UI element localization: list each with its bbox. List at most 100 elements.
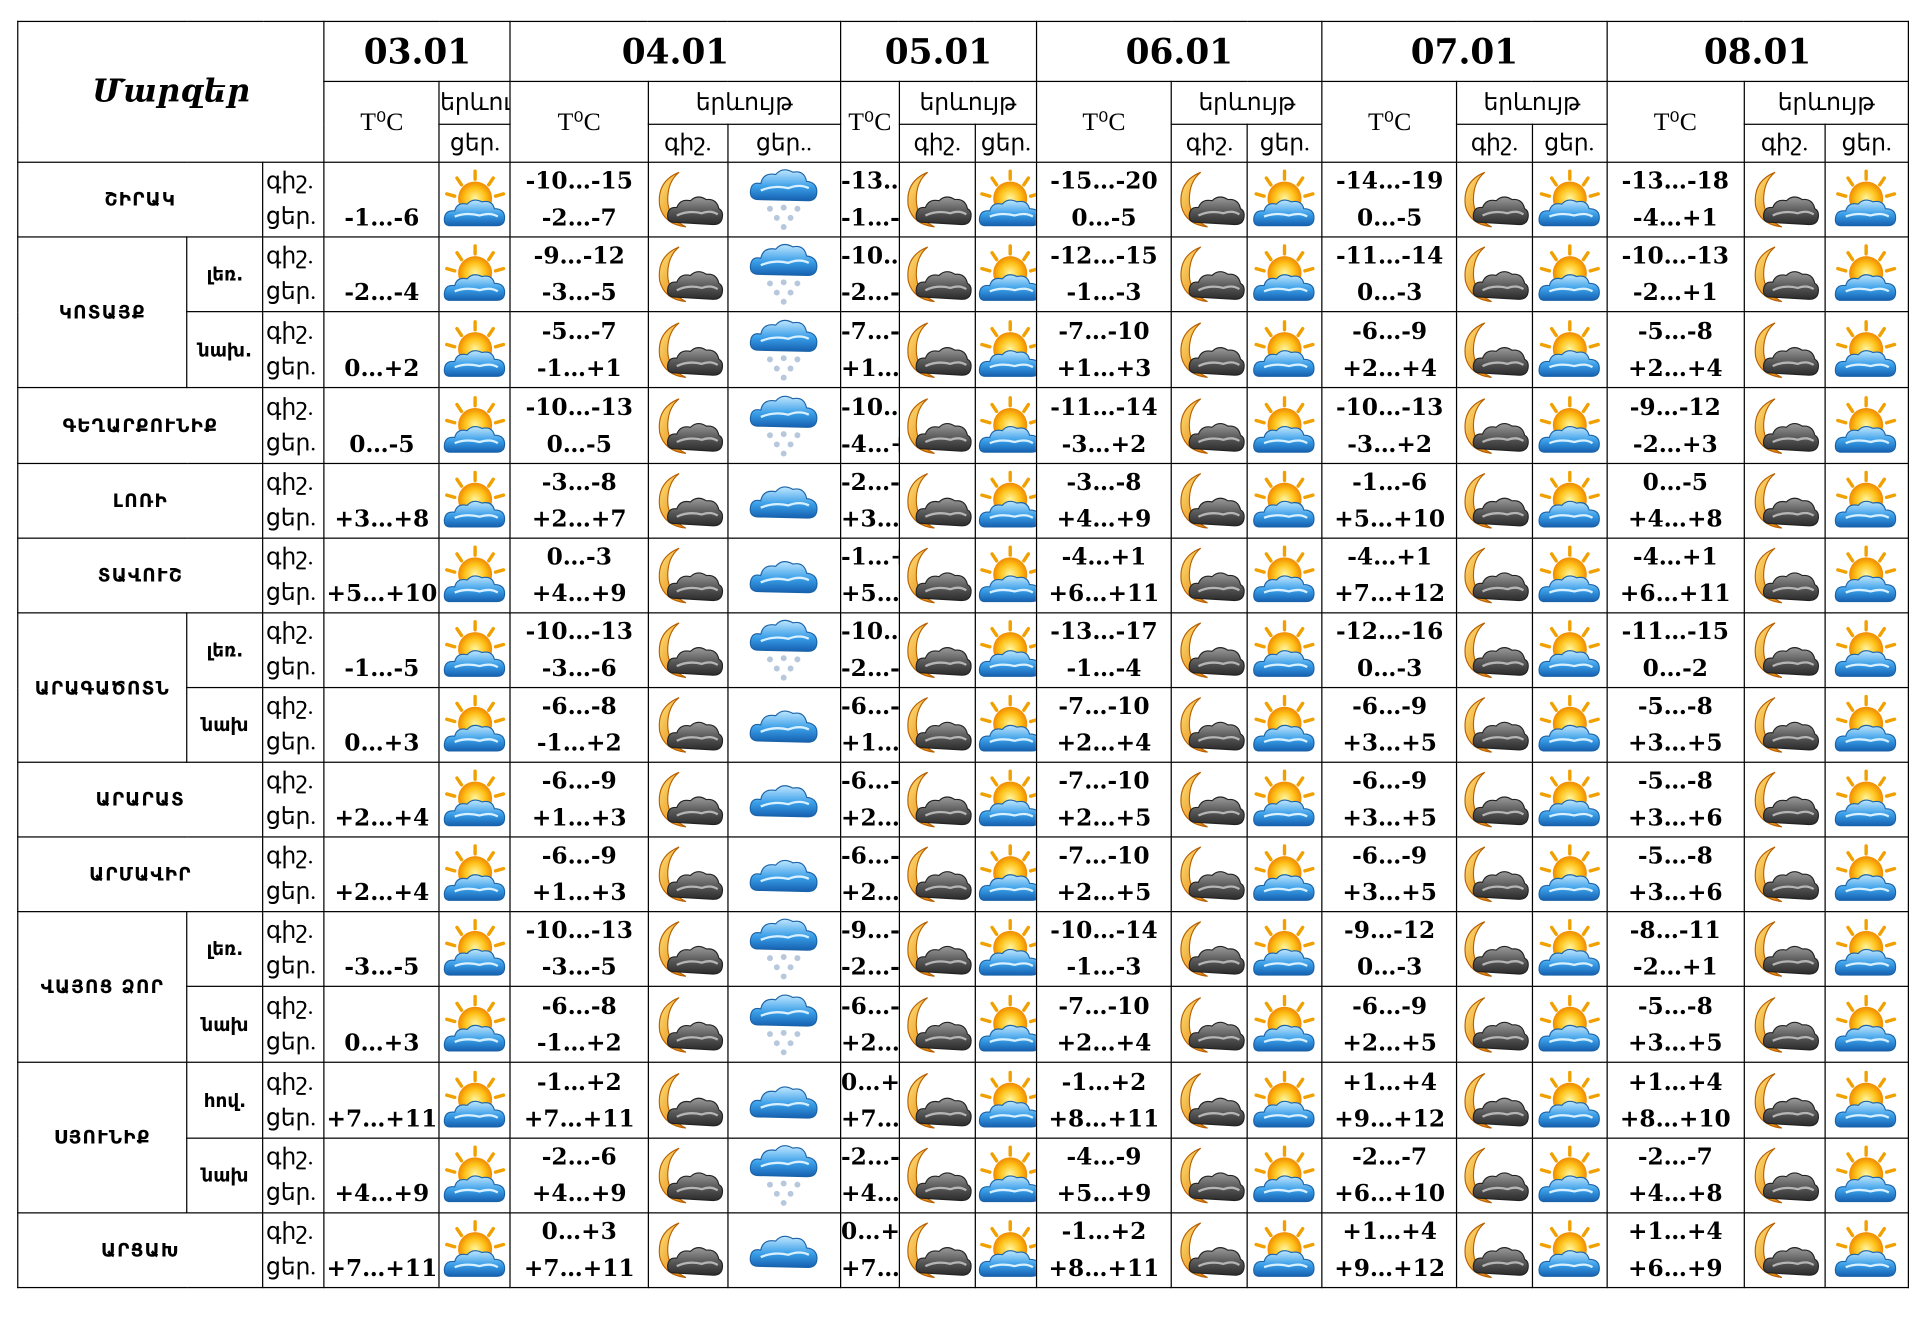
night-label: գիշ.: [266, 394, 314, 421]
night-temperature: +1…+4: [1342, 1218, 1437, 1246]
day-label: ցեր.: [266, 204, 317, 231]
sun-cloud-icon: [1824, 686, 1909, 763]
moon-cloud-icon: [647, 537, 729, 614]
snow-cloud-icon: [726, 386, 842, 465]
temperature-cell: +3…+8: [323, 462, 441, 539]
night-temperature: [325, 614, 438, 650]
night-temperature: [325, 1214, 438, 1250]
night-label: գիշ.: [266, 470, 314, 496]
temperature-cell: -10…-13 -4…+1: [839, 386, 900, 465]
day-temperature: +2…+5: [1056, 804, 1152, 832]
night-temperature: [325, 163, 438, 199]
day-temperature: 0…+3: [344, 729, 420, 757]
night-temperature: -6…-9: [841, 767, 898, 795]
night-temperature: -12…-16: [1335, 618, 1444, 646]
moon-cloud-icon: [1170, 386, 1249, 465]
night-temperature: -6…-9: [841, 992, 898, 1020]
time-of-day-label: գիշ. ցեր.: [262, 311, 325, 389]
subregion-name: նախ: [186, 686, 264, 763]
day-temperature: +2…+4: [841, 1029, 899, 1057]
day-temperature: +4…+9: [531, 580, 627, 608]
temperature-cell: +4…+9: [323, 1137, 441, 1214]
day-temperature: +6…+10: [1334, 1180, 1446, 1208]
date-header: 08.01: [1606, 20, 1909, 83]
day-temperature: +7…+10: [841, 1105, 899, 1133]
temperature-cell: 0…+3: [323, 686, 441, 763]
sun-cloud-icon: [1246, 311, 1323, 389]
temperature-cell: -9…-12 -2…+3: [1606, 386, 1745, 465]
moon-cloud-icon: [898, 537, 976, 614]
sun-cloud-icon: [1824, 761, 1909, 838]
time-of-day-label: գիշ. ցեր.: [262, 911, 325, 987]
day-temperature: +7…+11: [326, 1255, 438, 1283]
sun-cloud-icon: [438, 612, 512, 689]
temperature-cell: 0…-5 +4…+8: [1606, 462, 1745, 539]
night-temperature: -7…-10: [1058, 992, 1150, 1020]
sun-cloud-icon: [1531, 462, 1608, 539]
day-temperature: +2…+4: [334, 804, 430, 832]
night-temperature: -7…-10: [1058, 317, 1150, 345]
region-name: ԳԵՂԱՐՔՈՒՆԻՔ: [17, 386, 264, 465]
night-temperature: -4…+1: [1347, 543, 1433, 571]
night-temperature: -5…-7: [541, 317, 617, 345]
temperature-cell: -9…-12 -3…-5: [509, 236, 649, 313]
moon-cloud-icon: [1743, 911, 1826, 987]
time-of-day-label: գիշ. ցեր.: [262, 1061, 325, 1139]
night-temperature: -1…+2: [1061, 1068, 1147, 1096]
sun-cloud-icon: [438, 462, 512, 539]
day-label: ցեր.: [266, 354, 317, 381]
day-temperature: -2…-4: [344, 279, 420, 307]
temperature-cell: -5…-8 +2…+4: [1606, 311, 1745, 389]
moon-cloud-icon: [647, 386, 729, 465]
day-label: ցեր.: [266, 1180, 317, 1207]
temperature-cell: -1…+2 +8…+11: [1035, 1212, 1173, 1289]
day-temperature: +6…+9: [1627, 1255, 1723, 1283]
sun-cloud-icon: [1531, 686, 1608, 763]
moon-cloud-icon: [1456, 462, 1533, 539]
night-temperature: [325, 763, 438, 799]
sun-cloud-icon: [1531, 1212, 1608, 1289]
snow-cloud-icon: [726, 236, 842, 313]
temperature-cell: -5…-7 -1…+1: [509, 311, 649, 389]
night-subheader: գիշ.: [898, 123, 976, 163]
night-temperature: -5…-8: [1637, 693, 1713, 721]
sun-cloud-icon: [1531, 311, 1608, 389]
day-temperature: -2…-4: [841, 953, 898, 981]
night-temperature: -9…-12: [841, 917, 898, 945]
night-temperature: [325, 838, 438, 874]
day-temperature: -1…+2: [536, 729, 622, 757]
night-temperature: [325, 539, 438, 575]
sun-cloud-icon: [1531, 386, 1608, 465]
day-temperature: +2…+7: [531, 505, 627, 533]
time-of-day-label: գիշ. ցեր.: [262, 612, 325, 689]
day-temperature: +2…+4: [841, 804, 899, 832]
moon-cloud-icon: [1170, 537, 1249, 614]
temperature-cell: -2…-7 +4…+8: [839, 1137, 900, 1214]
moon-cloud-icon: [1170, 236, 1249, 313]
moon-cloud-icon: [647, 462, 729, 539]
phenomenon-header: երևույթ: [1170, 80, 1323, 125]
sun-cloud-icon: [974, 686, 1038, 763]
temperature-cell: -1…-5: [323, 612, 441, 689]
temperature-cell: -2…-7 +6…+10: [1321, 1137, 1458, 1214]
day-temperature: -2…+3: [1632, 430, 1718, 458]
day-temperature: -3…+2: [1061, 430, 1147, 458]
day-temperature: +4…+9: [334, 1180, 430, 1208]
night-label: գիշ.: [266, 168, 314, 195]
night-temperature: -12…-15: [1050, 242, 1158, 270]
day-temperature: +5…+10: [1334, 505, 1446, 533]
night-temperature: -10…-13: [525, 393, 633, 421]
night-temperature: -2…-7: [841, 1143, 898, 1171]
night-temperature: -5…-8: [1637, 992, 1713, 1020]
sun-cloud-icon: [1824, 311, 1909, 389]
night-temperature: -10…-13: [1621, 242, 1729, 270]
night-label: գիշ.: [266, 243, 314, 270]
snow-cloud-icon: [726, 911, 842, 987]
sun-cloud-icon: [438, 686, 512, 763]
snow-cloud-icon: [726, 1137, 842, 1214]
temperature-cell: -6…-9 +2…+4: [839, 836, 900, 913]
temperature-cell: -2…-4: [323, 236, 441, 313]
day-label: ցեր.: [266, 580, 317, 607]
night-temperature: -7…-9: [841, 317, 898, 345]
day-temperature: +3…+6: [1627, 879, 1723, 907]
